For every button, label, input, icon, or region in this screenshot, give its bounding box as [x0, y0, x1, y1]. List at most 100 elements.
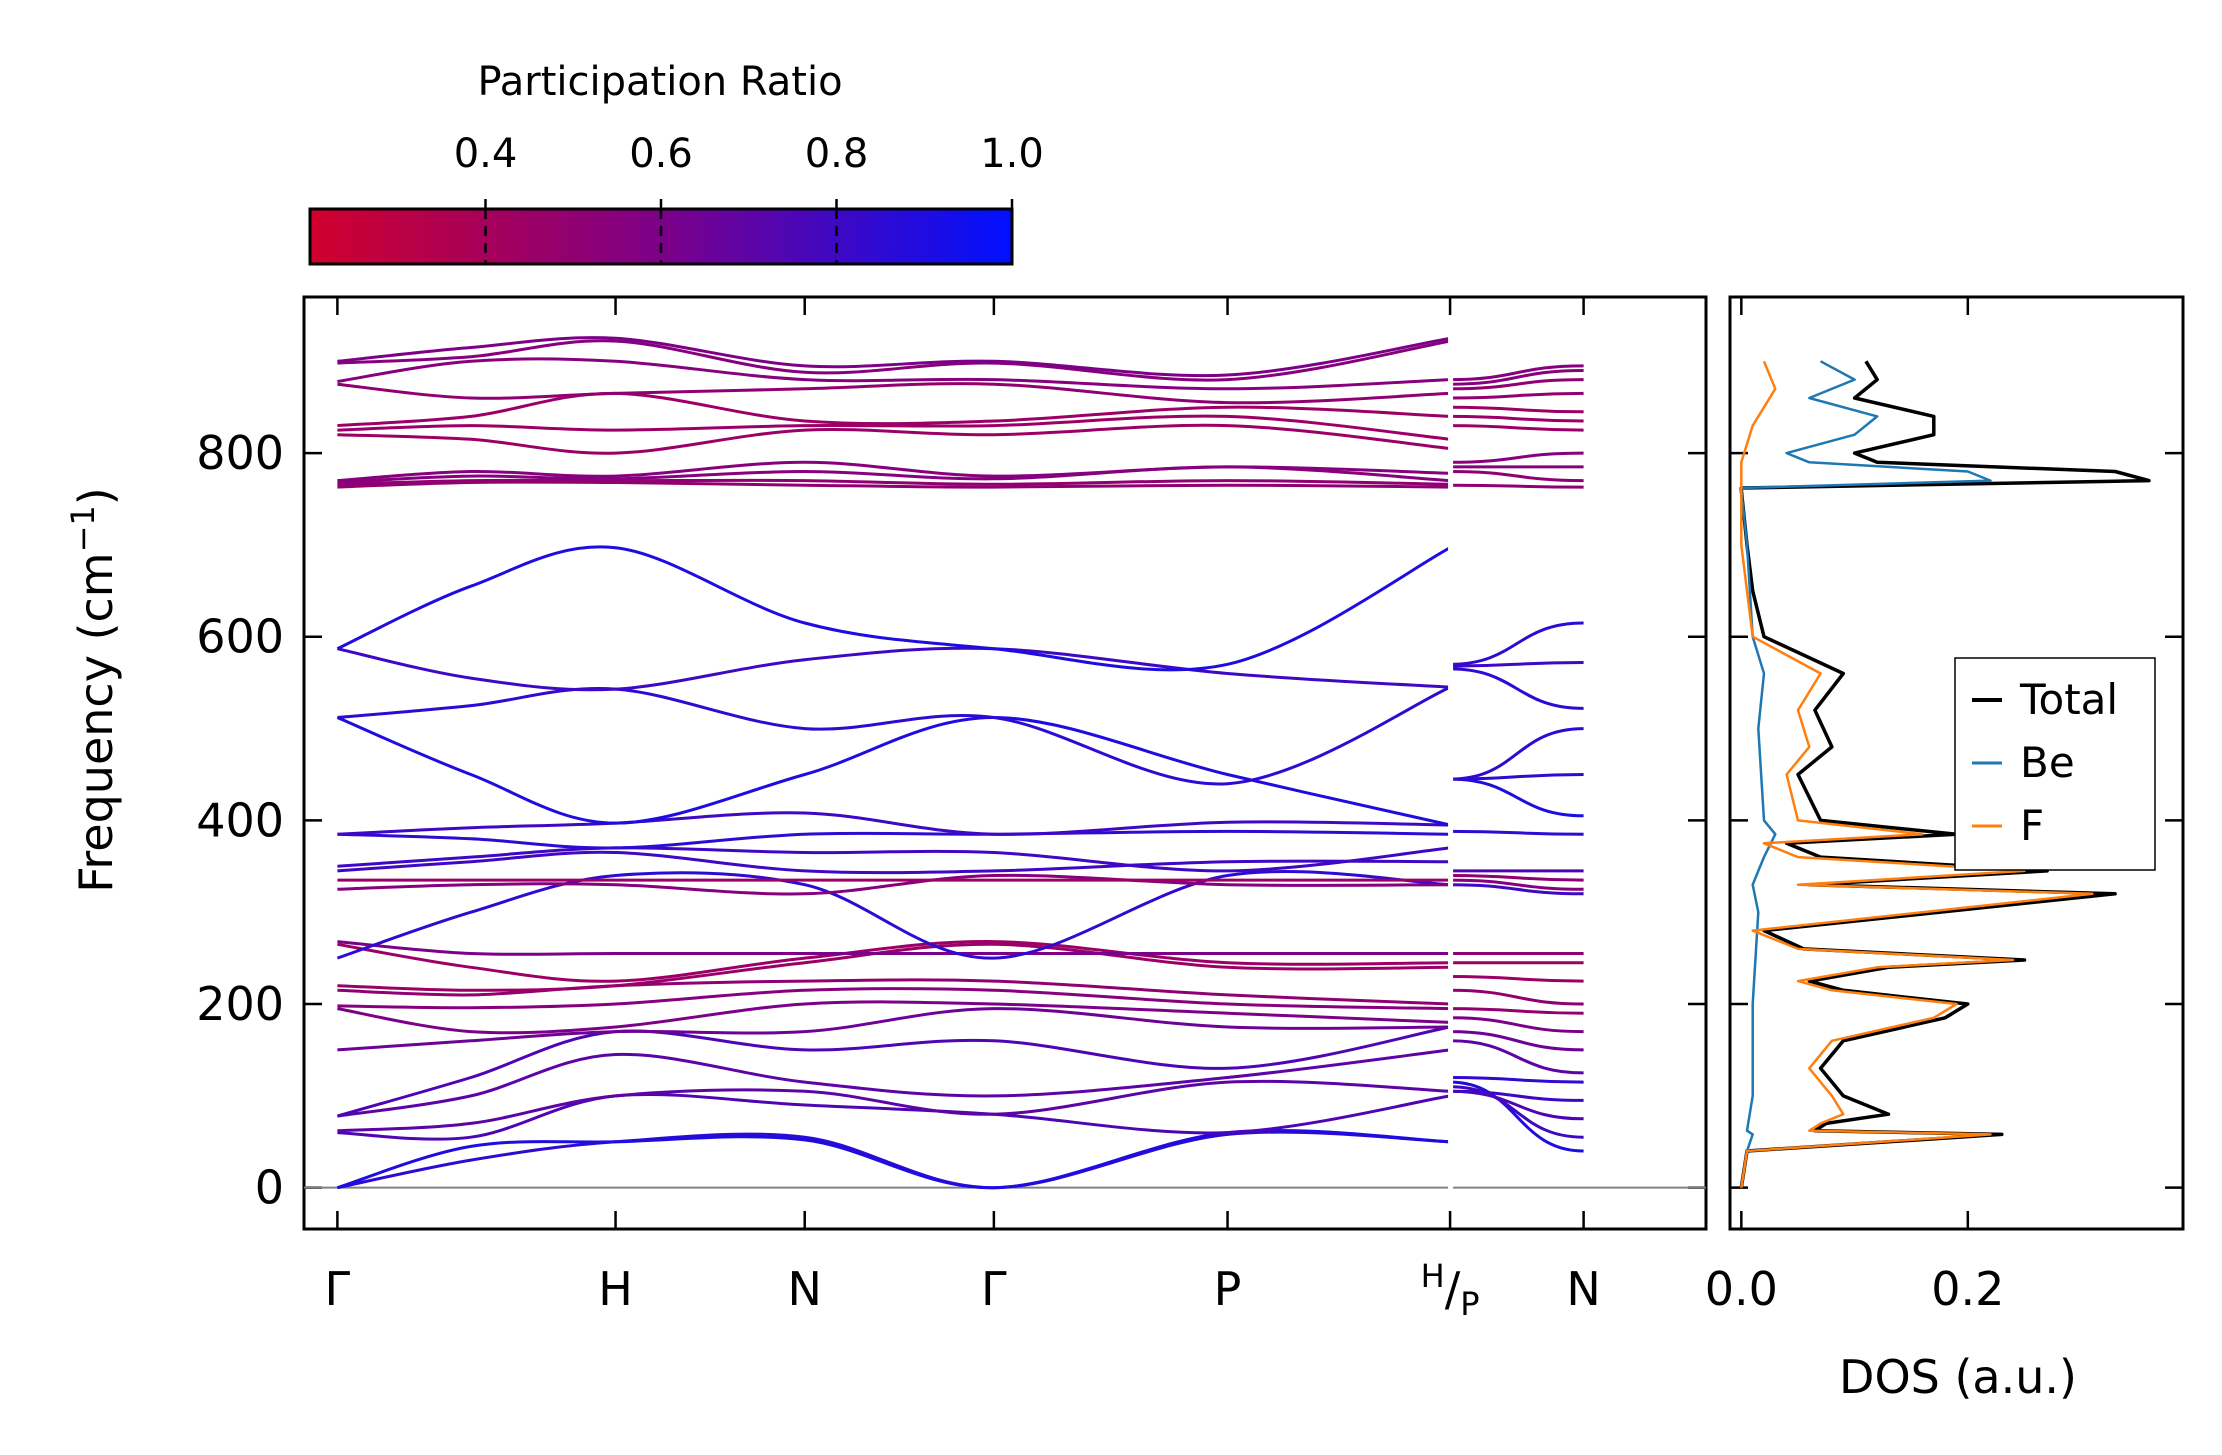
band-branch-segment2 [1450, 975, 1584, 983]
band-y-tick-label: 400 [196, 793, 284, 847]
band-branch [337, 978, 1451, 1006]
band-branch [336, 1128, 1451, 1190]
band-branch [337, 382, 1451, 405]
band-branch-segment2 [1450, 773, 1584, 781]
band-branch [337, 811, 1451, 836]
segment-break [1448, 317, 1454, 1209]
band-y-axis-title: Frequency (cm−1) [64, 487, 123, 892]
dos-panel: 0.0 0.2 DOS (a.u.) Total Be F [1705, 295, 2185, 1404]
band-branch-segment2 [1450, 470, 1584, 483]
band-branch-segment2 [1450, 667, 1584, 710]
band-branch [337, 873, 1451, 896]
band-branch-segment2 [1450, 391, 1584, 400]
colorbar-tick-label: 0.4 [454, 131, 518, 177]
band-branch [337, 1000, 1451, 1035]
band-branch-segment2 [1450, 451, 1584, 464]
band-branch [337, 942, 1451, 992]
band-branch-segment2 [1450, 364, 1584, 382]
band-y-tick-label: 800 [196, 426, 284, 480]
band-branch-segment2 [1450, 414, 1584, 423]
band-branch [337, 987, 1451, 1011]
band-branch-segment2 [1450, 1016, 1584, 1034]
legend-label-be: Be [2020, 738, 2075, 787]
band-branch-segment2 [1450, 483, 1584, 489]
colorbar-tick-label: 0.6 [629, 131, 693, 177]
band-branch [337, 357, 1451, 391]
band-branch [337, 846, 1451, 873]
dos-x-tick-label: 0.2 [1931, 1262, 2004, 1316]
band-branch-segment2 [1450, 777, 1584, 818]
band-y-tick-label: 200 [196, 977, 284, 1031]
colorbar-title: Participation Ratio [477, 59, 842, 105]
band-branch [337, 940, 1451, 983]
band-branch-segment2 [1450, 1080, 1584, 1153]
band-branch-segment2 [1450, 621, 1584, 666]
band-branch-segment2 [1450, 1085, 1584, 1139]
band-branch [337, 423, 1451, 455]
band-y-tick-label: 0 [255, 1161, 284, 1215]
band-branch-segment2 [1450, 988, 1584, 1006]
band-branch-segment2 [1450, 405, 1584, 414]
band-branch [337, 1079, 1451, 1133]
band-branch-segment2 [1450, 369, 1584, 386]
band-branch-segment2 [1450, 661, 1584, 668]
band-branch-segment2 [1450, 1007, 1584, 1015]
band-x-tick-label: P [1214, 1262, 1242, 1316]
band-branch-segment2 [1450, 1089, 1584, 1102]
band-structure-panel: 0 200 400 600 800 Γ H N Γ P H/P N Frequency (cm−1) [64, 295, 1708, 1323]
band-branch [337, 336, 1451, 378]
band-branch [337, 460, 1451, 483]
band-branch [337, 478, 1451, 486]
band-y-tick-label: 600 [196, 610, 284, 664]
band-branch [337, 414, 1451, 441]
colorbar-ticks: 0.4 0.6 0.8 1.0 [454, 131, 1044, 264]
band-branch-segment2 [1450, 1030, 1584, 1052]
band-branch-segment2 [1450, 1039, 1584, 1075]
dos-lines [1739, 360, 2151, 1188]
dos-line-be [1740, 360, 1992, 1188]
band-branch-segment2 [1450, 378, 1584, 391]
dos-plot-frame [1728, 295, 2185, 1231]
band-branch [337, 1007, 1451, 1052]
band-branch [337, 940, 1451, 956]
band-branch [337, 480, 1451, 489]
band-x-tick-label: H/P [1421, 1257, 1480, 1323]
band-branch-segment2 [1450, 1076, 1584, 1084]
band-branch [337, 646, 1451, 692]
band-x-tick-label: N [1566, 1262, 1600, 1316]
dos-x-ticks: 0.0 0.2 [1705, 297, 2004, 1316]
band-branch-segment2 [1450, 424, 1584, 432]
band-branch [336, 870, 1451, 960]
band-branch [337, 850, 1451, 875]
dos-line-total [1739, 360, 2151, 1188]
band-branch [337, 339, 1451, 382]
dos-x-axis-title: DOS (a.u.) [1839, 1350, 2077, 1404]
band-branch-segment2 [1450, 883, 1584, 896]
band-branch [336, 1025, 1451, 1118]
colorbar: Participation Ratio 0.4 0.6 0.8 1.0 [308, 59, 1044, 266]
band-branch [337, 829, 1451, 850]
band-branch-segment2 [1450, 878, 1584, 891]
band-x-tick-label: Γ [325, 1262, 351, 1316]
band-x-tick-label: Γ [981, 1262, 1007, 1316]
band-plot-frame [302, 295, 1708, 1231]
band-branch [337, 391, 1451, 428]
band-branch [337, 1130, 1451, 1190]
dos-line-f [1740, 360, 2094, 1188]
band-x-tick-label: H [598, 1262, 633, 1316]
band-branches [336, 317, 1584, 1209]
band-branch [336, 715, 1451, 827]
dos-x-tick-label: 0.0 [1705, 1262, 1778, 1316]
band-branch-segment2 [1450, 829, 1584, 836]
legend-label-total: Total [2019, 675, 2118, 724]
band-branch-segment2 [1450, 874, 1584, 882]
dos-legend: Total Be F [1954, 657, 2156, 871]
band-branch-segment2 [1450, 727, 1584, 781]
band-x-tick-label: N [788, 1262, 822, 1316]
band-branch [337, 1048, 1451, 1118]
band-branch [336, 545, 1451, 672]
band-x-ticks: Γ H N Γ P H/P N [325, 297, 1601, 1323]
colorbar-tick-label: 1.0 [980, 131, 1044, 177]
colorbar-tick-label: 0.8 [805, 131, 869, 177]
